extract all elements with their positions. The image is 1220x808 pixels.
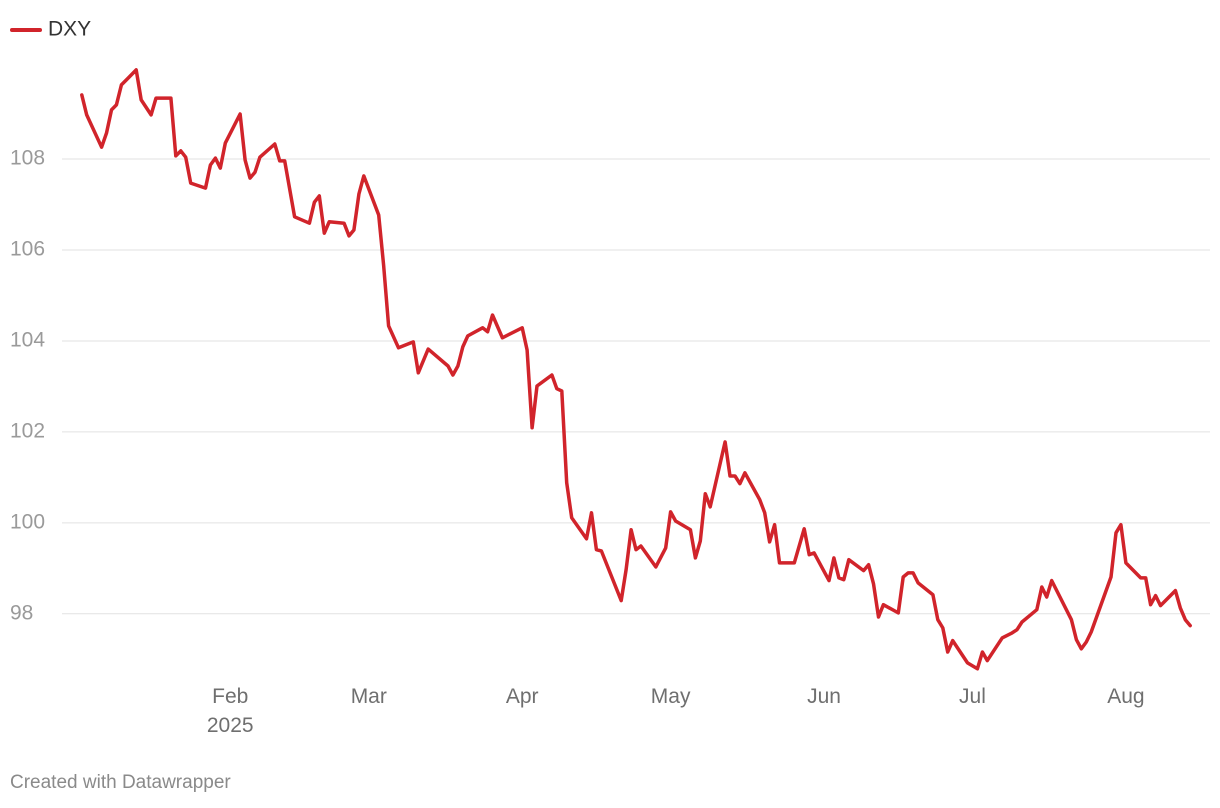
x-tick-label: Jul	[959, 685, 986, 708]
y-tick-label: 104	[10, 328, 45, 351]
x-tick-label: Apr	[505, 685, 539, 708]
y-tick-label: 108	[10, 147, 45, 170]
x-tick-label: Feb 2025	[206, 685, 254, 737]
credit: Created with Datawrapper	[10, 772, 231, 793]
y-tick-label: 102	[10, 419, 45, 442]
x-tick-label: Jun	[807, 685, 841, 708]
series-line	[80, 68, 1192, 671]
y-tick-label: 100	[10, 510, 45, 533]
legend-label: DXY	[48, 18, 91, 41]
y-tick-label: 106	[10, 238, 45, 261]
x-tick-label: Mar	[350, 685, 387, 708]
x-tick-label: May	[650, 685, 691, 708]
x-tick-label: Aug	[1107, 685, 1145, 708]
y-tick-label: 98	[10, 601, 33, 624]
